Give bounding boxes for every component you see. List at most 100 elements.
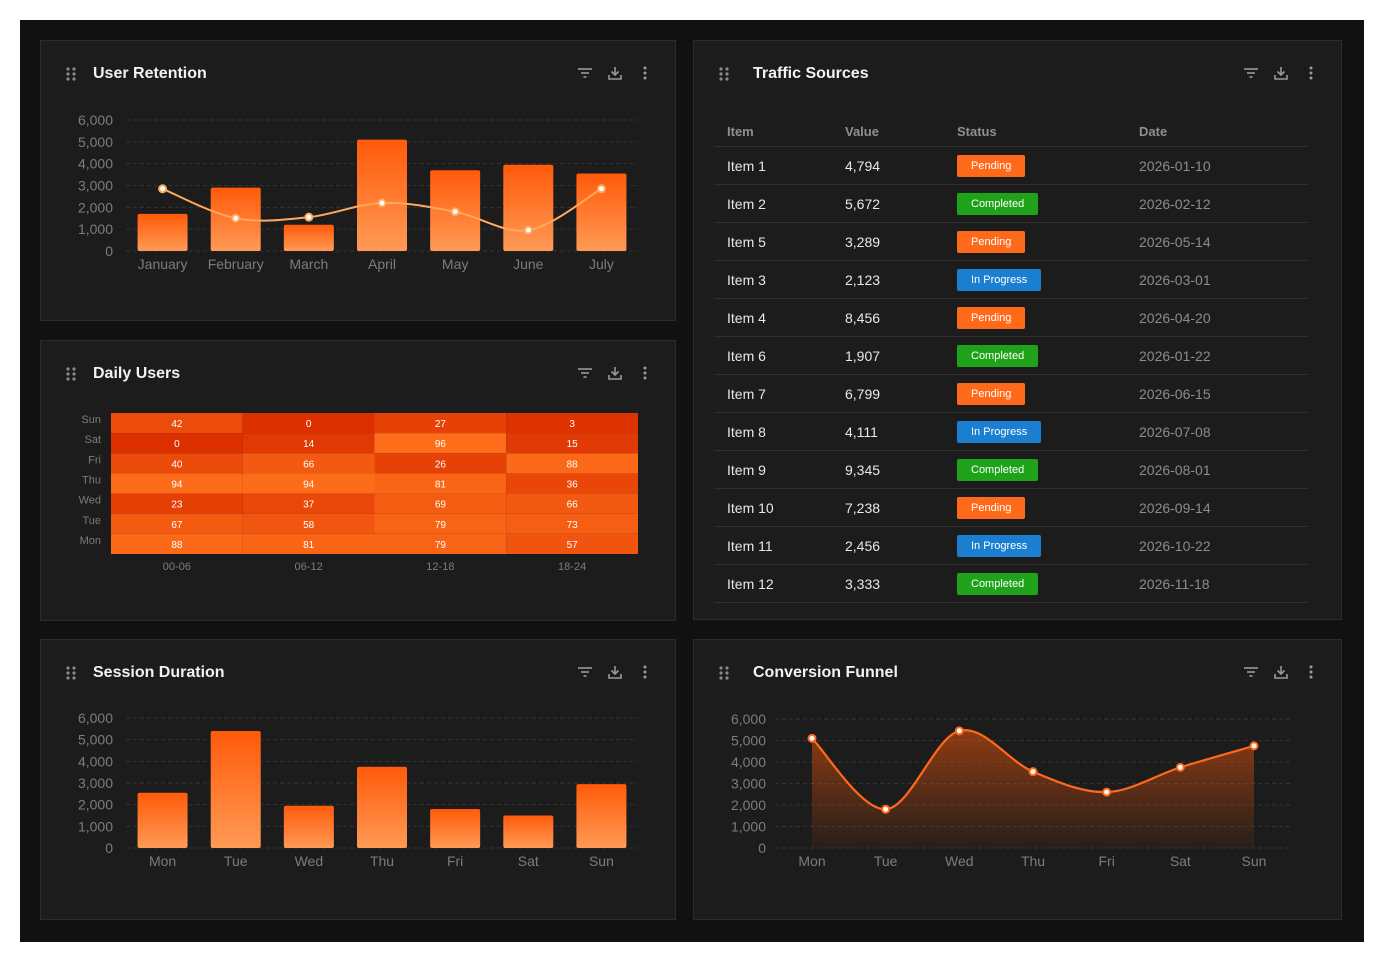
cell-value-label: 94	[171, 480, 183, 491]
column-header-status[interactable]: Status	[944, 116, 1126, 147]
date-cell: 2026-11-18	[1126, 564, 1308, 603]
more-vertical-icon[interactable]	[1303, 664, 1319, 680]
y-tick-label: Sun	[81, 414, 101, 426]
value-cell: 3,333	[832, 564, 944, 603]
drag-handle-icon[interactable]	[65, 366, 77, 382]
panel-header: Daily Users	[41, 341, 675, 405]
cell-value-label: 23	[171, 500, 183, 511]
bar	[283, 224, 334, 251]
cell-value-label: 73	[567, 520, 579, 531]
y-tick-label: 4,000	[78, 753, 113, 769]
table-row[interactable]: Item 2 5,672 Completed 2026-02-12	[714, 184, 1308, 223]
table-row[interactable]: Item 1 4,794 Pending 2026-01-10	[714, 146, 1308, 185]
panel-tools	[1243, 65, 1319, 81]
bar	[576, 784, 627, 848]
status-badge: In Progress	[957, 420, 1042, 443]
cell-value-label: 26	[435, 459, 447, 470]
x-tick-label: Fri	[447, 853, 463, 869]
cell-value-label: 66	[567, 500, 579, 511]
item-cell: Item 7	[714, 374, 832, 413]
panel-header: User Retention	[41, 41, 675, 105]
item-cell: Item 3	[714, 260, 832, 299]
drag-handle-icon[interactable]	[718, 66, 730, 82]
download-icon[interactable]	[607, 664, 623, 680]
filter-icon[interactable]	[577, 664, 593, 680]
x-tick-label: Sat	[518, 853, 539, 869]
filter-icon[interactable]	[1243, 65, 1259, 81]
column-header-date[interactable]: Date	[1126, 116, 1308, 147]
drag-handle-icon[interactable]	[65, 66, 77, 82]
table-row[interactable]: Item 3 2,123 In Progress 2026-03-01	[714, 260, 1308, 299]
cell-value-label: 88	[171, 540, 183, 551]
heatmap-cell	[506, 453, 638, 474]
status-cell: Pending	[944, 488, 1126, 527]
filter-icon[interactable]	[577, 365, 593, 381]
drag-handle-icon[interactable]	[65, 665, 77, 681]
table-row[interactable]: Item 7 6,799 Pending 2026-06-15	[714, 374, 1308, 413]
column-header-item[interactable]: Item	[714, 116, 832, 147]
item-cell: Item 6	[714, 336, 832, 375]
heatmap-cell	[374, 433, 507, 454]
status-badge: Pending	[957, 154, 1026, 177]
status-cell: In Progress	[944, 412, 1126, 451]
heatmap-cell	[374, 493, 507, 514]
date-cell: 2026-06-15	[1126, 374, 1308, 413]
conversion-funnel-chart: 0 1,000 2,000 3,000 4,000 5,000 6,000 Mon Tue Wed…	[731, 711, 1291, 869]
table-row[interactable]: Item 10 7,238 Pending 2026-09-14	[714, 488, 1308, 527]
item-cell: Item 11	[714, 526, 832, 565]
status-cell: Pending	[944, 298, 1126, 337]
value-cell: 6,799	[832, 374, 944, 413]
panel-header: Session Duration	[41, 640, 675, 704]
table-row[interactable]: Item 4 8,456 Pending 2026-04-20	[714, 298, 1308, 337]
table-row[interactable]: Item 5 3,289 Pending 2026-05-14	[714, 222, 1308, 261]
table-row[interactable]: Item 12 3,333 Completed 2026-11-18	[714, 564, 1308, 603]
y-tick-label: 1,000	[78, 221, 113, 237]
cell-value-label: 36	[567, 480, 579, 491]
date-cell: 2026-02-12	[1126, 184, 1308, 223]
x-tick-label: July	[589, 256, 614, 272]
table-row[interactable]: Item 6 1,907 Completed 2026-01-22	[714, 336, 1308, 375]
value-cell: 2,123	[832, 260, 944, 299]
more-vertical-icon[interactable]	[637, 664, 653, 680]
data-point	[450, 207, 460, 217]
panel-title: Traffic Sources	[753, 65, 869, 82]
more-vertical-icon[interactable]	[637, 365, 653, 381]
y-tick-label: 5,000	[78, 732, 113, 748]
data-point	[523, 225, 533, 235]
cell-value-label: 15	[567, 439, 579, 450]
panel-header: Conversion Funnel	[694, 640, 1341, 704]
cell-value-label: 37	[303, 500, 315, 511]
heatmap-cell	[242, 453, 375, 474]
cell-value-label: 58	[303, 520, 315, 531]
table-header-row: Item Value Status Date	[714, 116, 1308, 147]
table-row[interactable]: Item 8 4,111 In Progress 2026-07-08	[714, 412, 1308, 451]
drag-handle-icon[interactable]	[718, 665, 730, 681]
data-point	[1249, 741, 1259, 751]
download-icon[interactable]	[1273, 664, 1289, 680]
status-cell: Pending	[944, 374, 1126, 413]
bar	[210, 731, 261, 848]
cell-value-label: 14	[303, 439, 315, 450]
item-cell: Item 10	[714, 488, 832, 527]
data-point	[807, 733, 817, 743]
status-badge: In Progress	[957, 268, 1042, 291]
filter-icon[interactable]	[1243, 664, 1259, 680]
x-tick-label: Wed	[295, 853, 324, 869]
panel-tools	[1243, 664, 1319, 680]
download-icon[interactable]	[607, 365, 623, 381]
more-vertical-icon[interactable]	[637, 65, 653, 81]
x-tick-label: June	[513, 256, 544, 272]
filter-icon[interactable]	[577, 65, 593, 81]
column-header-value[interactable]: Value	[832, 116, 944, 147]
heatmap-cell	[242, 413, 375, 434]
x-tick-label: Thu	[370, 853, 394, 869]
more-vertical-icon[interactable]	[1303, 65, 1319, 81]
download-icon[interactable]	[607, 65, 623, 81]
daily-users-heatmap: 42 0 27 3 Sun 0 14 96 15 Sat 40 66 26 88 Fri 94 94 81 36 Th…	[79, 413, 638, 573]
download-icon[interactable]	[1273, 65, 1289, 81]
heatmap-cell	[111, 413, 243, 434]
table-row[interactable]: Item 11 2,456 In Progress 2026-10-22	[714, 526, 1308, 565]
y-tick-label: 0	[758, 840, 766, 856]
table-row[interactable]: Item 9 9,345 Completed 2026-08-01	[714, 450, 1308, 489]
session-duration-chart: 0 1,000 2,000 3,000 4,000 5,000 6,000 Mon Tue Wed…	[78, 710, 638, 869]
